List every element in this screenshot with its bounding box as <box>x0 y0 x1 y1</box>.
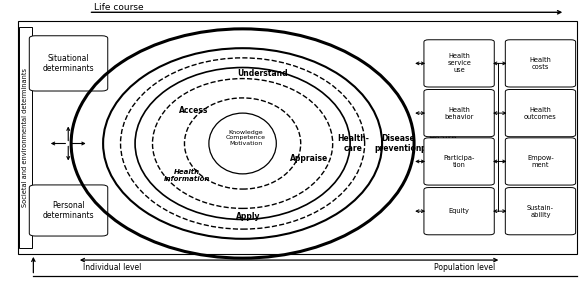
Text: Apply: Apply <box>236 212 260 221</box>
Text: Disease
prevention: Disease prevention <box>375 134 422 153</box>
Text: Empow-
ment: Empow- ment <box>527 155 554 168</box>
FancyBboxPatch shape <box>424 138 494 185</box>
FancyBboxPatch shape <box>505 89 576 137</box>
FancyBboxPatch shape <box>29 185 108 236</box>
Text: Population level: Population level <box>434 263 495 272</box>
FancyBboxPatch shape <box>505 138 576 185</box>
Text: Situational
determinants: Situational determinants <box>43 54 95 73</box>
Text: Individual level: Individual level <box>83 263 141 272</box>
Text: Health
Information: Health Information <box>164 169 211 182</box>
FancyBboxPatch shape <box>424 188 494 235</box>
FancyBboxPatch shape <box>29 36 108 91</box>
Text: Participa-
tion: Participa- tion <box>443 155 475 168</box>
Text: Health
service
use: Health service use <box>447 53 471 73</box>
Text: Knowledge
Competence
Motivation: Knowledge Competence Motivation <box>225 130 266 146</box>
Text: Sustain-
ability: Sustain- ability <box>527 205 554 218</box>
FancyBboxPatch shape <box>424 40 494 87</box>
Text: Health
costs: Health costs <box>530 57 551 70</box>
Text: Equity: Equity <box>449 208 470 214</box>
FancyBboxPatch shape <box>424 89 494 137</box>
Text: Appraise: Appraise <box>290 154 329 163</box>
Text: Health
behavior: Health behavior <box>444 107 474 120</box>
Text: Societal and environmental determinants: Societal and environmental determinants <box>22 68 28 207</box>
Text: Access: Access <box>179 106 208 115</box>
Text: Health
outcomes: Health outcomes <box>524 107 557 120</box>
Text: Health
promotion: Health promotion <box>420 134 465 153</box>
Text: Life course: Life course <box>95 3 144 12</box>
FancyBboxPatch shape <box>19 27 32 248</box>
Text: Health-
care: Health- care <box>337 134 369 153</box>
FancyBboxPatch shape <box>505 40 576 87</box>
Text: Understand: Understand <box>238 68 288 78</box>
Text: Personal
determinants: Personal determinants <box>43 201 95 220</box>
FancyBboxPatch shape <box>505 188 576 235</box>
